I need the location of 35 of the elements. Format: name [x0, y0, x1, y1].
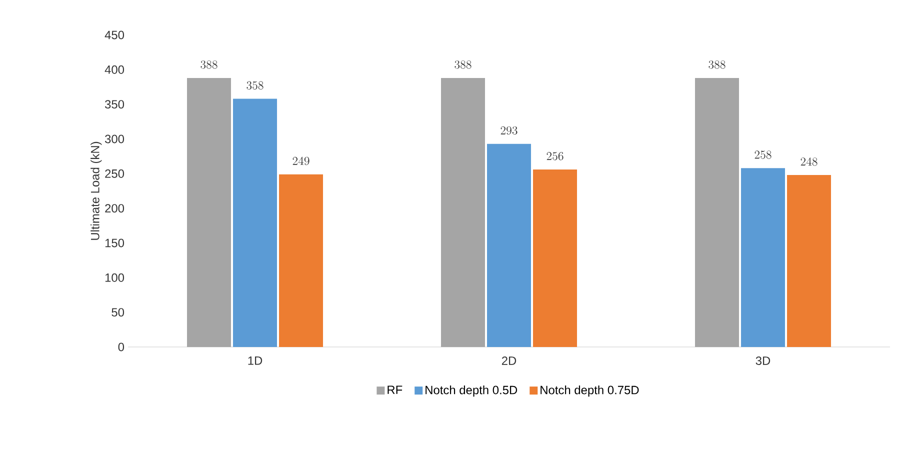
data-label: 388: [454, 60, 472, 69]
bar: [787, 175, 832, 347]
bar: [279, 174, 324, 347]
y-tick-label: 150: [105, 238, 124, 248]
y-tick-label: 300: [104, 134, 124, 144]
y-tick-label: 450: [104, 30, 124, 40]
data-label: 256: [546, 152, 564, 160]
data-label: 293: [500, 126, 518, 135]
bar: [487, 144, 532, 347]
bar: [187, 78, 232, 347]
y-tick-label: 250: [105, 169, 124, 178]
bar: [741, 168, 786, 347]
data-label: 248: [800, 157, 818, 166]
data-label: 388: [200, 60, 218, 69]
data-label: 258: [754, 150, 772, 159]
legend-label: RF: [388, 386, 402, 394]
y-tick-label: 50: [112, 308, 124, 317]
x-tick-label: 2D: [502, 356, 516, 365]
bar: [233, 98, 278, 347]
legend-label: Notch depth 0.5D: [426, 385, 518, 397]
data-label: 358: [246, 81, 264, 90]
y-tick-label: 350: [104, 100, 124, 109]
bar: [533, 169, 578, 347]
bar: [441, 78, 486, 347]
bar: [695, 78, 740, 347]
y-tick-label: 400: [104, 65, 124, 74]
legend-label: Notch depth 0.75D: [540, 385, 639, 397]
x-tick-label: 1D: [248, 356, 262, 365]
data-label: 388: [708, 60, 726, 69]
y-axis-title: Ultimate Load (kN): [90, 142, 102, 240]
data-label: 249: [292, 156, 310, 166]
x-tick-label: 3D: [756, 356, 770, 365]
y-tick-label: 100: [105, 273, 124, 282]
y-tick-label: 200: [105, 204, 124, 213]
y-tick-label: 0: [118, 342, 124, 352]
